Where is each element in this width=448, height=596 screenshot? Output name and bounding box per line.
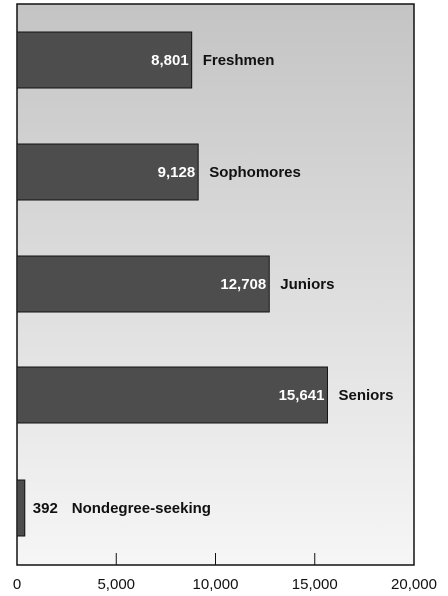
value-label: 8,801 [151,52,189,69]
category-label: Nondegree-seeking [72,500,211,517]
value-label: 12,708 [220,276,266,293]
category-label: Sophomores [209,164,301,181]
bar-seniors [16,366,328,424]
value-label: 15,641 [279,387,325,404]
x-tick-label: 10,000 [193,576,239,593]
category-label: Juniors [280,276,334,293]
bar-juniors [16,255,270,313]
category-label: Seniors [338,387,393,404]
value-label: 9,128 [158,164,196,181]
value-label: 392 [33,500,58,517]
x-tick-label: 0 [13,576,21,593]
bar-sophomores [16,143,199,201]
x-tick-label: 5,000 [97,576,135,593]
x-tick-label: 20,000 [391,576,437,593]
bar-freshmen [16,31,193,89]
x-tick-label: 15,000 [292,576,338,593]
category-label: Freshmen [203,52,275,69]
bar-nondegree-seeking [16,479,26,537]
